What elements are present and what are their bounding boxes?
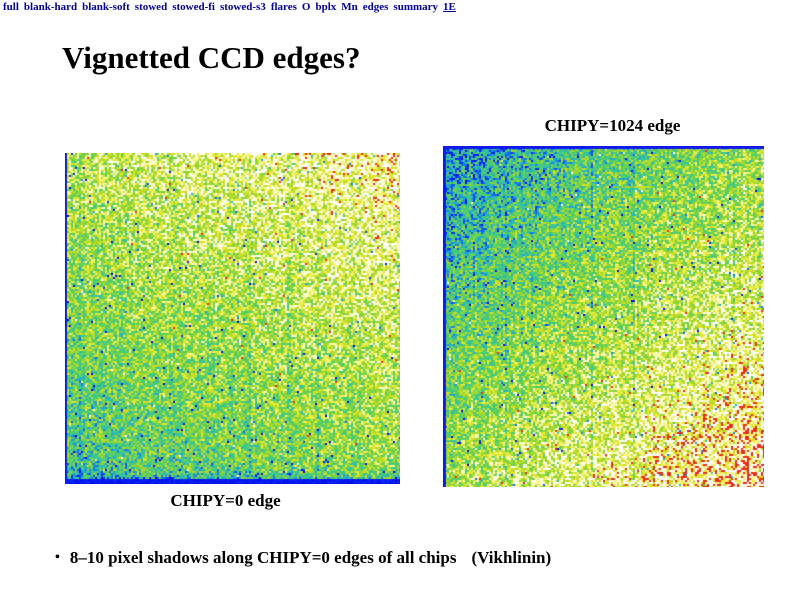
caption-chipy1024: CHIPY=1024 edge (544, 116, 681, 135)
nav-link-1e[interactable]: 1E (443, 1, 456, 13)
nav-link-blank-soft[interactable]: blank-soft (82, 1, 130, 13)
bullet-note: • 8–10 pixel shadows along CHIPY=0 edges … (55, 548, 551, 568)
nav-link-stowed-fi[interactable]: stowed-fi (172, 1, 215, 13)
nav-link-full[interactable]: full (3, 1, 19, 13)
bullet-text: 8–10 pixel shadows along CHIPY=0 edges o… (69, 548, 457, 567)
bullet-marker: • (55, 550, 60, 565)
top-nav: full blank-hard blank-soft stowed stowed-fi s… (3, 1, 461, 13)
ccd-image-chipy0-edge (65, 153, 400, 484)
nav-link-flares[interactable]: flares (270, 1, 297, 13)
caption-chipy0: CHIPY=0 edge (170, 491, 281, 510)
nav-link-stowed-s3[interactable]: stowed-s3 (219, 1, 266, 13)
nav-link-stowed[interactable]: stowed (134, 1, 168, 13)
bullet-attribution: (Vikhlinin) (471, 548, 552, 567)
nav-link-edges[interactable]: edges (362, 1, 389, 13)
nav-link-o[interactable]: O (301, 1, 311, 13)
page-title: Vignetted CCD edges? (62, 40, 361, 75)
ccd-image-chipy1024-edge (443, 146, 764, 487)
nav-link-bplx[interactable]: bplx (315, 1, 337, 13)
nav-link-summary[interactable]: summary (393, 1, 439, 13)
nav-link-blank-hard[interactable]: blank-hard (23, 1, 78, 13)
nav-link-mn[interactable]: Mn (341, 1, 358, 13)
